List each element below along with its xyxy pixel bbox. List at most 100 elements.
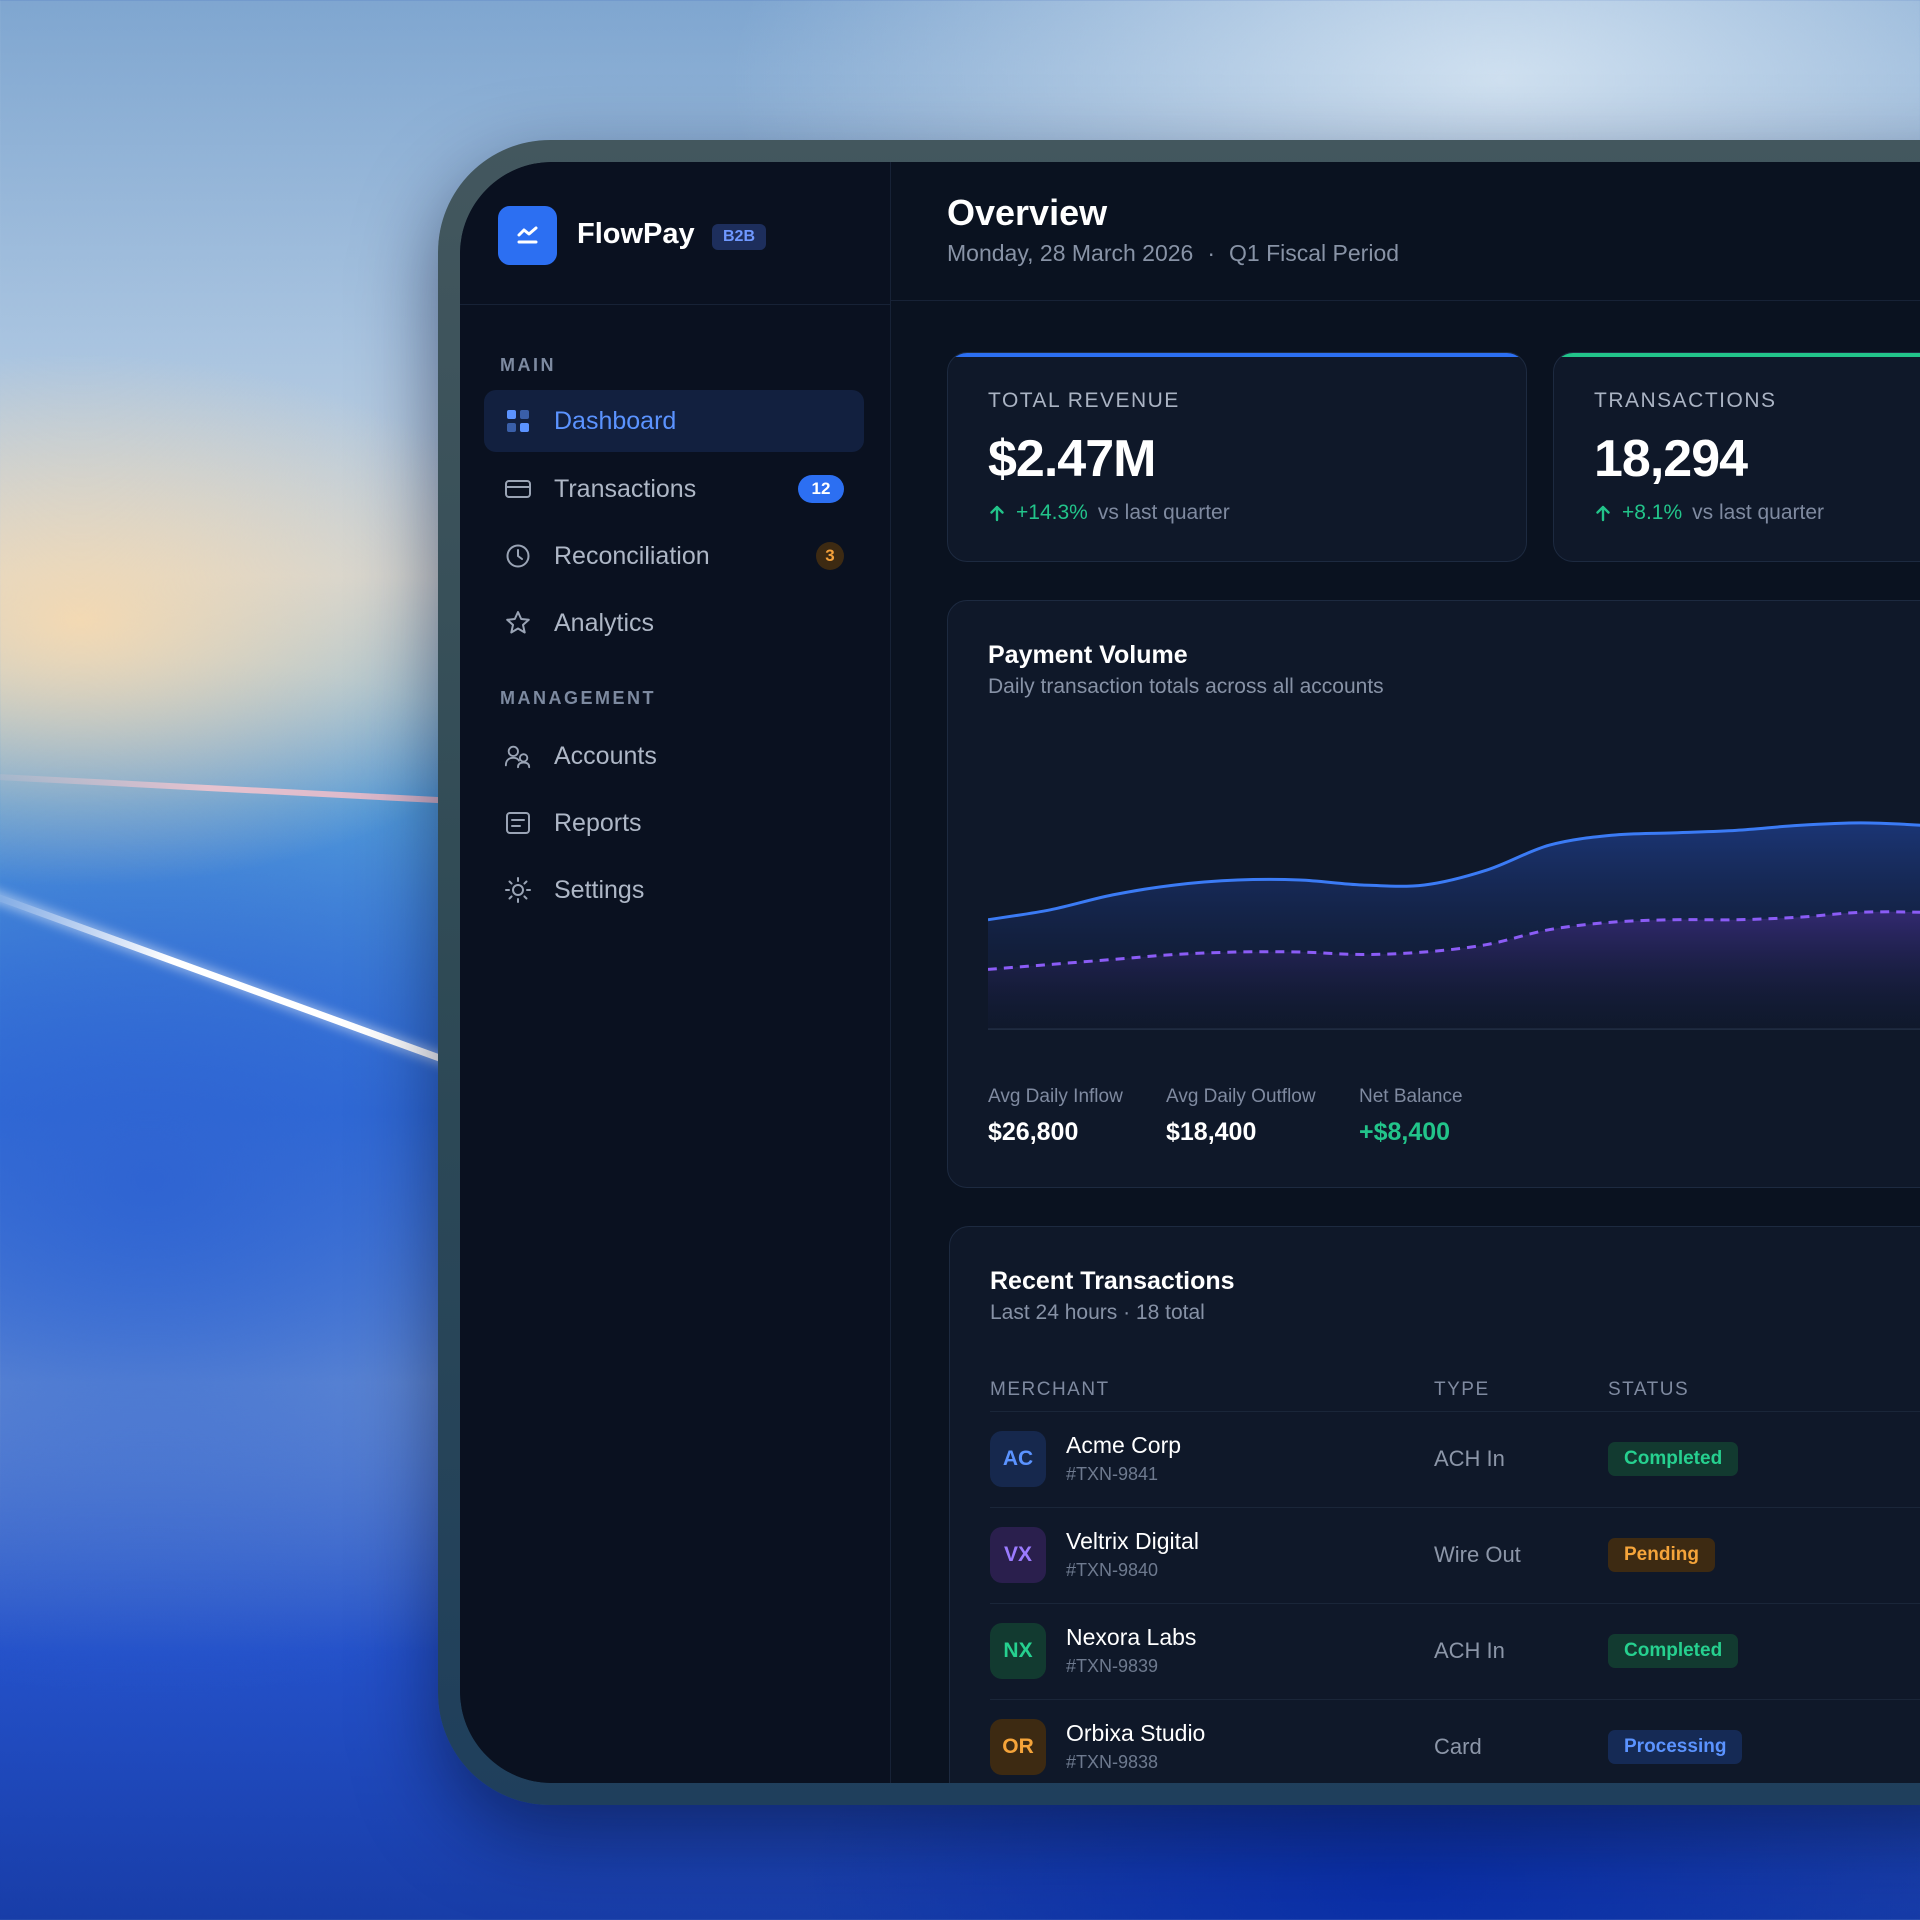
status-badge: Processing [1608, 1730, 1743, 1764]
transaction-type: ACH In [1434, 1446, 1505, 1471]
column-header-merchant[interactable]: MERCHANT [990, 1379, 1110, 1400]
series-0-point[interactable] [1169, 879, 1181, 891]
transaction-id: #TXN-9840 [1066, 1560, 1159, 1580]
page-title: Overview [947, 192, 1108, 233]
column-header-status[interactable]: STATUS [1608, 1379, 1690, 1400]
stat-card-total-revenue[interactable]: TOTAL REVENUE $2.47M +14.3% vs last quar… [947, 352, 1527, 562]
metric-value: $26,800 [988, 1118, 1079, 1146]
card-subtitle: Daily transaction totals across all acco… [988, 675, 1384, 698]
main-content: Overview Monday, 28 March 2026 · Q1 Fiscal… [891, 162, 1920, 1783]
plan-badge: B2B [712, 224, 767, 250]
transaction-type: Card [1434, 1734, 1482, 1759]
series-1-point[interactable] [1481, 939, 1493, 951]
table-row[interactable]: VX Veltrix Digital #TXN-9840 Wire Out Pe… [990, 1507, 1920, 1604]
series-0-point[interactable] [1356, 879, 1368, 891]
series-1-point[interactable] [1543, 924, 1555, 936]
flowpay-logo-icon[interactable] [498, 206, 557, 265]
transaction-id: #TXN-9839 [1066, 1656, 1159, 1676]
payment-volume-card: Payment Volume Daily transaction totals … [947, 600, 1920, 1188]
series-0-point[interactable] [1231, 874, 1243, 886]
sidebar-item-accounts[interactable]: Accounts [484, 725, 864, 787]
sidebar-item-analytics[interactable]: Analytics [484, 592, 864, 654]
metric-label: Net Balance [1359, 1086, 1463, 1107]
transactions-count-badge: 12 [798, 475, 844, 503]
card-title: Payment Volume [988, 641, 1188, 669]
payment-volume-chart[interactable] [988, 731, 1920, 1031]
table-row[interactable]: AC Acme Corp #TXN-9841 ACH In Completed [990, 1411, 1920, 1508]
series-0-point[interactable] [1481, 864, 1493, 876]
stat-delta-value: +14.3% [1016, 501, 1088, 524]
page-header: Overview Monday, 28 March 2026 · Q1 Fiscal… [891, 162, 1920, 301]
series-0-line [988, 821, 1920, 922]
card-icon [504, 475, 532, 503]
series-0-point[interactable] [1730, 824, 1742, 836]
table-row[interactable]: NX Nexora Labs #TXN-9839 ACH In Complete… [990, 1603, 1920, 1700]
sidebar-item-dashboard[interactable]: Dashboard [484, 390, 864, 452]
metric-label: Avg Daily Inflow [988, 1086, 1123, 1107]
sidebar-item-reports[interactable]: Reports [484, 792, 864, 854]
merchant-avatar: NX [990, 1623, 1046, 1679]
series-0-point[interactable] [1418, 879, 1430, 891]
merchant-name: Acme Corp [1066, 1432, 1182, 1458]
sidebar-item-transactions[interactable]: Transactions 12 [484, 458, 864, 520]
stat-comparison: vs last quarter [1692, 501, 1825, 524]
metric-label: Avg Daily Outflow [1166, 1086, 1316, 1107]
sidebar-item-settings[interactable]: Settings [484, 859, 864, 921]
brand-name: FlowPay [577, 218, 695, 250]
sidebar-item-label: Reports [554, 808, 642, 837]
series-0-point[interactable] [1294, 874, 1306, 886]
sidebar-item-label: Accounts [554, 741, 657, 770]
series-1-point[interactable] [1793, 911, 1805, 923]
series-0-point[interactable] [1606, 829, 1618, 841]
series-0-point[interactable] [1793, 819, 1805, 831]
series-1-area [988, 911, 1920, 1029]
sidebar-item-label: Settings [554, 875, 645, 904]
arrow-up-icon [990, 505, 1004, 522]
series-1-point[interactable] [1356, 949, 1368, 961]
series-0-point[interactable] [1855, 817, 1867, 829]
merchant-name: Veltrix Digital [1066, 1528, 1199, 1554]
series-0-point[interactable] [1107, 889, 1119, 901]
series-1-point[interactable] [1294, 946, 1306, 958]
series-0-point[interactable] [1668, 827, 1680, 839]
series-1-point[interactable] [1107, 953, 1119, 965]
merchant-avatar: AC [990, 1431, 1046, 1487]
sidebar-item-reconciliation[interactable]: Reconciliation 3 [484, 525, 864, 587]
gear-icon [504, 876, 532, 904]
stat-value: $2.47M [988, 430, 1156, 488]
column-header-type[interactable]: TYPE [1434, 1379, 1490, 1400]
table-row[interactable]: OR Orbixa Studio #TXN-9838 Card Processi… [990, 1699, 1920, 1783]
series-1-point[interactable] [1730, 914, 1742, 926]
status-badge: Completed [1608, 1634, 1739, 1668]
series-1-point[interactable] [1606, 916, 1618, 928]
series-1-point[interactable] [1169, 949, 1181, 961]
stat-delta-value: +8.1% [1622, 501, 1683, 524]
page-subtitle: Monday, 28 March 2026 · Q1 Fiscal Period [947, 240, 1399, 267]
card-accent-bar [1554, 353, 1920, 357]
transaction-id: #TXN-9841 [1066, 1464, 1159, 1484]
arrow-up-icon [1596, 505, 1610, 522]
series-1-point[interactable] [1044, 958, 1056, 970]
series-1-point[interactable] [1668, 914, 1680, 926]
card-accent-bar [948, 353, 1526, 357]
sidebar-item-label: Reconciliation [554, 541, 710, 570]
series-1-point[interactable] [1418, 946, 1430, 958]
series-0-point[interactable] [1044, 904, 1056, 916]
series-1-point[interactable] [1855, 906, 1867, 918]
app-screen: FlowPay B2B MAIN Dashboard [460, 162, 1920, 1783]
users-icon [504, 742, 532, 770]
merchant-name: Nexora Labs [1066, 1624, 1197, 1650]
metric-avg-daily-inflow: Avg Daily Inflow $26,800 [988, 1086, 1123, 1147]
clock-icon [504, 542, 532, 570]
series-0-point[interactable] [1543, 839, 1555, 851]
stat-card-transactions[interactable]: TRANSACTIONS 18,294 +8.1% vs last quarte… [1553, 352, 1920, 562]
grid-icon [504, 407, 532, 435]
stat-delta: +8.1% vs last quarter [1594, 501, 1824, 525]
current-date: Monday, 28 March 2026 [947, 240, 1194, 266]
reconciliation-count-badge: 3 [816, 542, 844, 570]
series-1-point[interactable] [1231, 946, 1243, 958]
merchant-avatar: VX [990, 1527, 1046, 1583]
metric-value: +$8,400 [1359, 1118, 1451, 1146]
star-icon [504, 609, 532, 637]
stat-value: 18,294 [1594, 430, 1748, 488]
